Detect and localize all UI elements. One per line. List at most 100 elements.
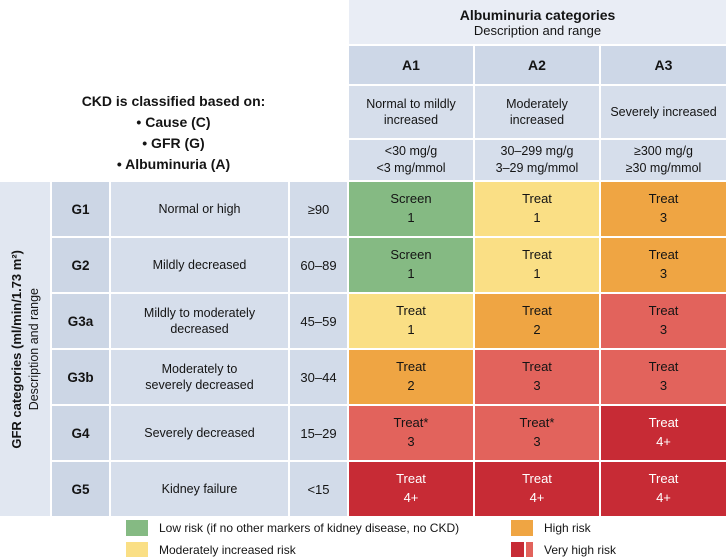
cell-level: 3 (533, 378, 541, 393)
column-range-a3: ≥300 mg/g ≥30 mg/mmol (601, 140, 726, 180)
cell-level: 1 (407, 322, 415, 337)
column-header-a1: A1 (349, 46, 473, 84)
column-range-a2: 30–299 mg/g 3–29 mg/mmol (475, 140, 599, 180)
cell-level: 1 (533, 210, 541, 225)
row-description-g1: Normal or high (111, 182, 288, 236)
cell-action: Treat (396, 359, 426, 375)
range-line: <30 mg/g (384, 144, 438, 159)
row-header-g3a: G3a (52, 294, 109, 348)
range-line: ≥30 mg/mmol (625, 161, 702, 175)
row-range-g1: ≥90 (290, 182, 347, 236)
cell-level: 3 (407, 434, 415, 449)
albuminuria-title: Albuminuria categories (459, 6, 616, 23)
cell-action: Screen (390, 191, 432, 207)
ckd-note-title: CKD is classified based on: (81, 93, 266, 109)
risk-cell-g5-a1: Treat 4+ (349, 462, 473, 516)
legend-swatch-very-high-light (526, 542, 533, 557)
column-code: A3 (654, 57, 673, 73)
risk-cell-g2-a1: Screen 1 (349, 238, 473, 292)
range-line: 3–29 mg/mmol (495, 161, 579, 175)
legend-swatch-high (511, 520, 533, 536)
risk-cell-g5-a3: Treat 4+ (601, 462, 726, 516)
albuminuria-subtitle: Description and range (473, 22, 602, 38)
row-range-g4: 15–29 (290, 406, 347, 460)
row-description-g2: Mildly decreased (111, 238, 288, 292)
column-description-a1: Normal to mildly increased (349, 86, 473, 138)
cell-action: Treat (648, 191, 679, 207)
cell-level: 3 (533, 434, 541, 449)
legend-label-moderate: Moderately increased risk (159, 543, 296, 557)
range-line: ≥300 mg/g (634, 144, 693, 159)
legend-item-moderate: Moderately increased risk (126, 542, 511, 557)
cell-action: Treat (648, 303, 679, 319)
column-code: A2 (528, 57, 546, 73)
cell-action: Treat (648, 247, 679, 263)
legend-swatch-low (126, 520, 148, 536)
albuminuria-header-band: Albuminuria categories Description and r… (349, 0, 726, 44)
cell-level: 2 (407, 378, 415, 393)
legend-label-very-high: Very high risk (544, 543, 617, 557)
cell-action: Treat* (519, 415, 555, 431)
cell-level: 4+ (403, 490, 419, 505)
column-header-a3: A3 (601, 46, 726, 84)
row-header-g2: G2 (52, 238, 109, 292)
column-header-a2: A2 (475, 46, 599, 84)
cell-action: Treat (396, 471, 426, 487)
legend-swatch-very-high (511, 542, 533, 557)
column-description-a2: Moderately increased (475, 86, 599, 138)
risk-cell-g3b-a2: Treat 3 (475, 350, 599, 404)
row-description-g5: Kidney failure (111, 462, 288, 516)
cell-action: Treat (522, 471, 552, 487)
risk-cell-g4-a1: Treat* 3 (349, 406, 473, 460)
row-range-g5: <15 (290, 462, 347, 516)
risk-cell-g2-a3: Treat 3 (601, 238, 726, 292)
cell-action: Screen (390, 247, 432, 263)
cell-level: 3 (659, 266, 668, 281)
cell-level: 1 (533, 266, 541, 281)
legend-item-very-high: Very high risk (511, 542, 727, 557)
row-range-g3b: 30–44 (290, 350, 347, 404)
cell-level: 4+ (529, 490, 545, 505)
risk-cell-g3b-a3: Treat 3 (601, 350, 726, 404)
legend-swatch-moderate (126, 542, 148, 557)
cell-level: 1 (407, 210, 415, 225)
column-code: A1 (402, 57, 420, 73)
risk-cell-g2-a2: Treat 1 (475, 238, 599, 292)
ckd-note-bullet: • Cause (C) (136, 114, 211, 130)
column-description-a3: Severely increased (601, 86, 726, 138)
cell-action: Treat (648, 359, 679, 375)
row-header-g4: G4 (52, 406, 109, 460)
range-line: 30–299 mg/g (500, 144, 574, 159)
cell-action: Treat (522, 191, 552, 207)
column-range-a1: <30 mg/g <3 mg/mmol (349, 140, 473, 180)
risk-cell-g3a-a1: Treat 1 (349, 294, 473, 348)
gfr-axis-label: GFR categories (ml/min/1.73 m²) Descript… (0, 182, 50, 516)
cell-level: 4+ (656, 434, 671, 449)
cell-action: Treat* (393, 415, 429, 431)
cell-level: 3 (659, 210, 668, 225)
legend-label-high: High risk (544, 521, 591, 535)
risk-cell-g1-a3: Treat 3 (601, 182, 726, 236)
ckd-note-bullet: • GFR (G) (142, 135, 205, 151)
row-header-g5: G5 (52, 462, 109, 516)
risk-cell-g3b-a1: Treat 2 (349, 350, 473, 404)
cell-action: Treat (522, 247, 552, 263)
row-range-g2: 60–89 (290, 238, 347, 292)
cell-level: 2 (533, 322, 541, 337)
legend-item-low: Low risk (if no other markers of kidney … (126, 520, 511, 536)
gfr-axis-subtitle: Description and range (27, 287, 41, 411)
risk-cell-g5-a2: Treat 4+ (475, 462, 599, 516)
cell-action: Treat (522, 359, 552, 375)
cell-level: 1 (407, 266, 415, 281)
risk-cell-g4-a3: Treat 4+ (601, 406, 726, 460)
row-description-g3a: Mildly to moderately decreased (111, 294, 288, 348)
row-description-g3b: Moderately to severely decreased (111, 350, 288, 404)
ckd-note: CKD is classified based on: • Cause (C) … (0, 86, 347, 180)
cell-action: Treat (396, 303, 426, 319)
ckd-note-bullet: • Albuminuria (A) (116, 156, 231, 172)
range-line: <3 mg/mmol (376, 161, 446, 175)
row-range-g3a: 45–59 (290, 294, 347, 348)
risk-grid: Albuminuria categories Description and r… (0, 0, 726, 516)
cell-action: Treat (648, 415, 679, 431)
